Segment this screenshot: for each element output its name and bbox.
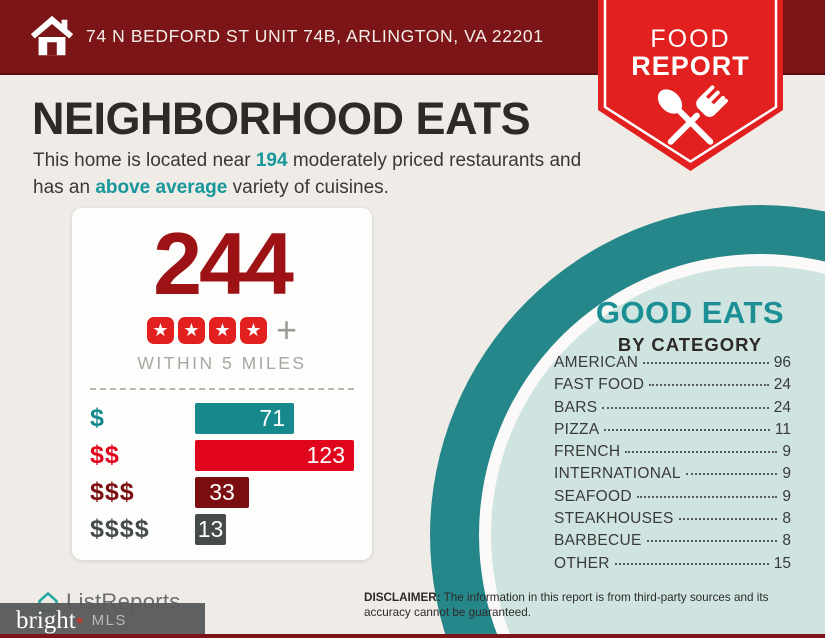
star-icon: ★ (177, 316, 205, 344)
category-row: FRENCH 9 (554, 443, 791, 465)
badge-title-line2: REPORT (631, 51, 750, 81)
category-label: FRENCH (554, 443, 621, 461)
bar-row: $$$ 33 (90, 477, 372, 508)
subtitle-line2: has an above average variety of cuisines… (33, 175, 581, 202)
category-dots (678, 518, 778, 521)
disclaimer-label: DISCLAIMER: (364, 591, 441, 604)
category-value: 96 (773, 354, 791, 371)
category-dots (602, 406, 769, 409)
subtitle-text: variety of cuisines. (227, 176, 389, 198)
good-eats-title: GOOD EATS (595, 295, 785, 330)
badge-title-line1: FOOD (650, 25, 730, 53)
bottom-accent-strip (0, 634, 825, 638)
category-value: 8 (782, 532, 791, 550)
category-dots (649, 384, 769, 387)
price-tier-label: $$ (90, 441, 120, 469)
restaurant-count: 244 (153, 214, 294, 313)
star-rating: ★ ★ ★ ★ + (72, 309, 372, 350)
category-dots (614, 562, 769, 565)
category-label: BARBECUE (554, 532, 642, 550)
bright-star-icon: ★ (74, 615, 85, 627)
subtitle-text: moderately priced restaurants and (287, 150, 582, 171)
category-row: BARS 24 (554, 399, 791, 421)
category-label: SEAFOOD (554, 487, 632, 505)
food-report-badge: FOOD REPORT (598, 0, 783, 171)
home-icon (30, 15, 74, 55)
page-subtitle: This home is located near 194 moderately… (33, 148, 581, 201)
category-value: 11 (774, 420, 791, 438)
category-value: 8 (782, 510, 791, 528)
category-value: 24 (773, 398, 791, 416)
mls-label: MLS (91, 612, 127, 629)
bar: 71 (195, 403, 294, 434)
bar-value: 33 (209, 479, 235, 505)
disclaimer: DISCLAIMER: The information in this repo… (364, 590, 796, 620)
radius-label: WITHIN 5 MILES (137, 353, 307, 373)
price-tier-label: $$$ (90, 478, 135, 506)
category-label: PIZZA (554, 420, 600, 438)
subtitle-text: has an (33, 176, 96, 198)
category-row: FAST FOOD 24 (554, 376, 791, 398)
category-row: AMERICAN 96 (554, 354, 791, 376)
category-row: OTHER 15 (554, 555, 791, 577)
category-row: STEAKHOUSES 8 (554, 510, 791, 532)
category-row: INTERNATIONAL 9 (554, 465, 791, 487)
utensils-icon (657, 85, 728, 145)
bar-row: $$ 123 (90, 440, 372, 471)
page-title: NEIGHBORHOOD EATS (32, 93, 531, 144)
star-icon: ★ (146, 316, 174, 344)
category-dots (604, 428, 770, 431)
bar: 33 (195, 477, 249, 508)
category-label: BARS (554, 398, 598, 416)
category-dots (685, 473, 778, 476)
category-dots (625, 451, 778, 454)
bar-value: 13 (197, 516, 224, 542)
restaurant-count-inline: 194 (255, 150, 288, 171)
badge-shape (598, 0, 783, 171)
disclaimer-text: The information in this report is from t… (364, 591, 769, 620)
category-label: FAST FOOD (554, 376, 645, 394)
category-list: AMERICAN 96 FAST FOOD 24 BARS 24 PIZZA 11 FRENCH… (554, 354, 791, 577)
subtitle-line1: This home is located near 194 moderately… (33, 148, 581, 175)
category-value: 9 (782, 443, 791, 461)
category-value: 15 (773, 554, 791, 572)
brightmls-logo: bright ★ MLS (0, 603, 205, 638)
category-row: PIZZA 11 (554, 421, 791, 443)
subtitle-text: This home is located near (33, 150, 256, 171)
variety-rating-inline: above average (95, 176, 228, 198)
good-eats-subtitle: BY CATEGORY (617, 334, 763, 355)
category-label: INTERNATIONAL (554, 465, 681, 483)
category-value: 9 (782, 487, 791, 505)
bar: 123 (195, 440, 354, 471)
good-eats-header: GOOD EATS BY CATEGORY (540, 295, 825, 356)
bar-value: 123 (306, 442, 345, 468)
category-value: 9 (782, 465, 791, 483)
price-tier-label: $ (90, 404, 105, 432)
star-icon: ★ (208, 316, 236, 344)
stat-card: 244 ★ ★ ★ ★ + WITHIN 5 MILES $71 $$ 123 $$$ 33 $$… (72, 208, 372, 560)
category-label: STEAKHOUSES (554, 510, 674, 528)
category-dots (636, 495, 778, 498)
plus-icon: + (275, 309, 298, 350)
bar-row: $71 (90, 403, 372, 434)
bar-row: $$$$ 13 (90, 514, 372, 545)
category-value: 24 (773, 376, 791, 394)
bar: 13 (195, 514, 226, 545)
address-text: 74 N BEDFORD ST UNIT 74B, ARLINGTON, VA … (86, 26, 544, 46)
brightmls-wordmark: bright (16, 606, 76, 634)
category-dots (646, 540, 778, 543)
category-row: SEAFOOD 9 (554, 488, 791, 510)
star-icon: ★ (239, 316, 267, 344)
dashed-divider (90, 388, 354, 390)
bar-value: 71 (259, 405, 285, 431)
price-bar-chart: $71 $$ 123 $$$ 33 $$$$ 13 (72, 403, 372, 545)
category-label: OTHER (554, 554, 610, 572)
category-dots (643, 362, 769, 364)
category-label: AMERICAN (554, 354, 639, 371)
price-tier-label: $$$$ (90, 515, 150, 543)
category-row: BARBECUE 8 (554, 532, 791, 554)
